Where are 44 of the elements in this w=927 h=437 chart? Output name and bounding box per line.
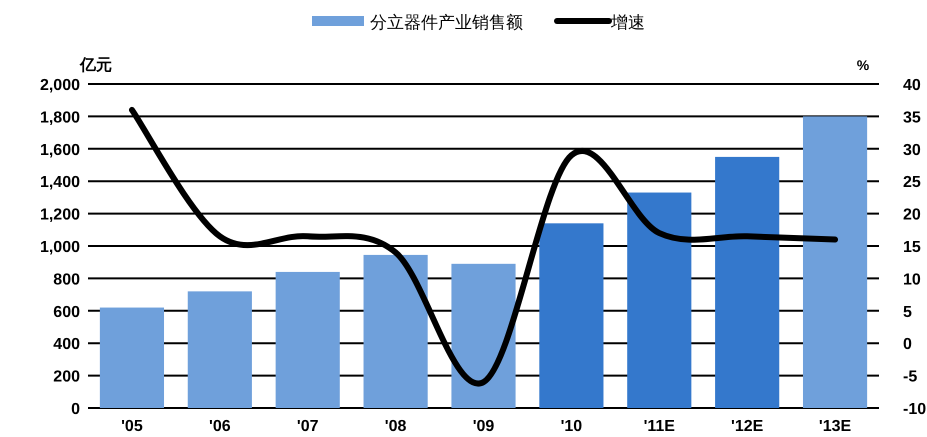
y-tick-label: 0 (71, 401, 80, 418)
x-tick-label: '11E (644, 418, 676, 435)
x-tick-label: '10 (560, 418, 582, 435)
x-tick-label: '05 (121, 418, 143, 435)
bar (539, 223, 604, 408)
y2-tick-label: 35 (903, 109, 921, 126)
y-tick-label: 200 (53, 368, 80, 386)
y-axis-title: 亿元 (79, 55, 112, 74)
y2-axis-title: % (856, 57, 870, 73)
y2-tick-label: -5 (903, 368, 918, 386)
x-tick-label: '06 (209, 418, 231, 435)
y2-tick-label: 10 (903, 271, 921, 288)
y-tick-label: 800 (53, 271, 80, 288)
y2-tick-label: 15 (903, 239, 921, 256)
y-tick-label: 1,400 (40, 174, 80, 192)
x-tick-label: '13E (818, 418, 852, 435)
y2-tick-label: -10 (903, 401, 926, 418)
y2-tick-label: 25 (903, 174, 921, 192)
bar (627, 192, 692, 408)
x-tick-label: '07 (296, 418, 319, 435)
bar (100, 308, 164, 408)
x-tick-label: '08 (384, 418, 407, 435)
y2-tick-label: 30 (903, 142, 921, 159)
bar (364, 254, 428, 408)
y-tick-label: 1,600 (40, 142, 80, 159)
y-tick-label: 600 (53, 304, 80, 321)
y2-tick-label: 0 (903, 336, 912, 354)
bar (715, 156, 780, 408)
legend-label: 分立器件产业销售额 (370, 13, 523, 33)
y2-tick-label: 40 (903, 77, 921, 94)
y-tick-label: 2,000 (40, 77, 80, 94)
x-tick-label: '12E (731, 418, 764, 435)
y2-tick-label: 5 (903, 304, 912, 321)
bar (451, 264, 516, 408)
bar (802, 116, 868, 408)
y-tick-label: 1,800 (40, 109, 80, 126)
x-tick-label: '09 (472, 418, 494, 435)
legend-label: 增速 (610, 13, 645, 33)
bar (188, 291, 252, 408)
bar (276, 272, 340, 408)
y-tick-label: 1,000 (40, 239, 80, 256)
y2-tick-label: 20 (903, 206, 921, 224)
y-tick-label: 1,200 (40, 206, 80, 224)
y-tick-label: 400 (53, 336, 80, 354)
